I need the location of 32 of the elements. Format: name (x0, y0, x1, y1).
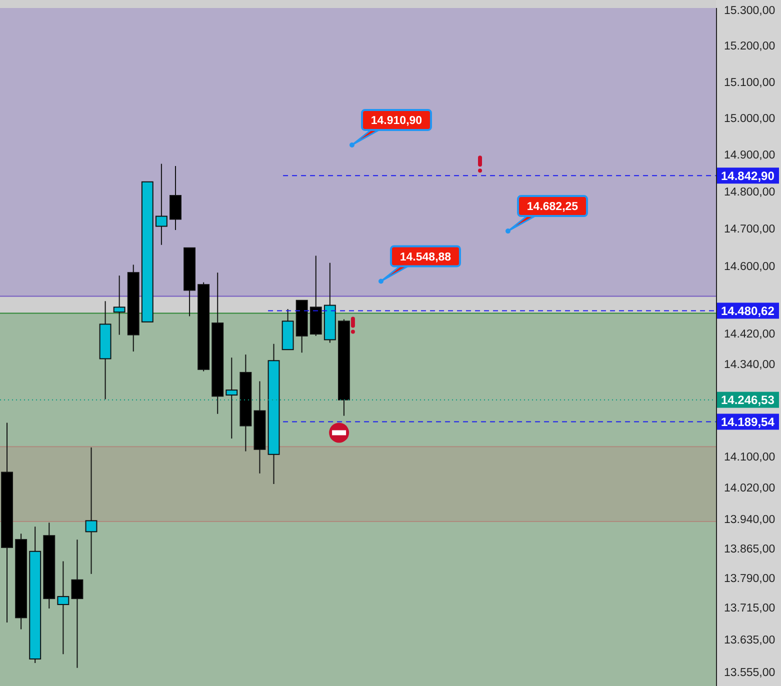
y-tick-label: 14.700,00 (724, 224, 776, 236)
candlestick (226, 357, 238, 440)
candlestick (85, 446, 98, 574)
y-tick-label: 14.020,00 (724, 482, 776, 494)
y-tick-label: 15.000,00 (724, 113, 776, 126)
annotation: 14.548,88 (400, 251, 452, 264)
candlestick (155, 163, 168, 246)
y-tick-label: 15.300,00 (724, 4, 776, 17)
y-tick-label: 14.420,00 (724, 328, 776, 341)
ref-line-label: 14.246,53 (721, 393, 775, 408)
candlestick (170, 166, 182, 230)
y-tick-label: 14.900,00 (724, 150, 776, 162)
ref-line-label: 14.480,62 (721, 304, 775, 318)
y-tick-label: 15.200,00 (724, 40, 776, 53)
y-tick-label: 14.100,00 (724, 451, 776, 464)
y-tick-label: 13.635,00 (724, 634, 776, 647)
y-tick-label: 13.940,00 (724, 514, 776, 526)
y-tick-label: 15.100,00 (724, 76, 776, 89)
y-tick-label: 13.715,00 (724, 602, 776, 615)
y-tick-label: 13.790,00 (724, 572, 776, 585)
y-tick-label: 14.340,00 (724, 359, 776, 372)
annotation: 14.910,90 (370, 114, 422, 127)
y-tick-label: 14.800,00 (724, 186, 776, 198)
y-tick-label: 13.555,00 (724, 666, 776, 679)
candlestick (57, 560, 70, 655)
y-tick-label: 14.600,00 (724, 260, 776, 273)
y-tick-label: 13.865,00 (724, 543, 776, 556)
candlestick (113, 275, 126, 336)
ref-line-label: 14.189,54 (721, 414, 775, 429)
ref-line-label: 14.842,90 (721, 168, 775, 183)
candlestick (71, 539, 84, 668)
annotation: 14.682,25 (526, 201, 579, 214)
